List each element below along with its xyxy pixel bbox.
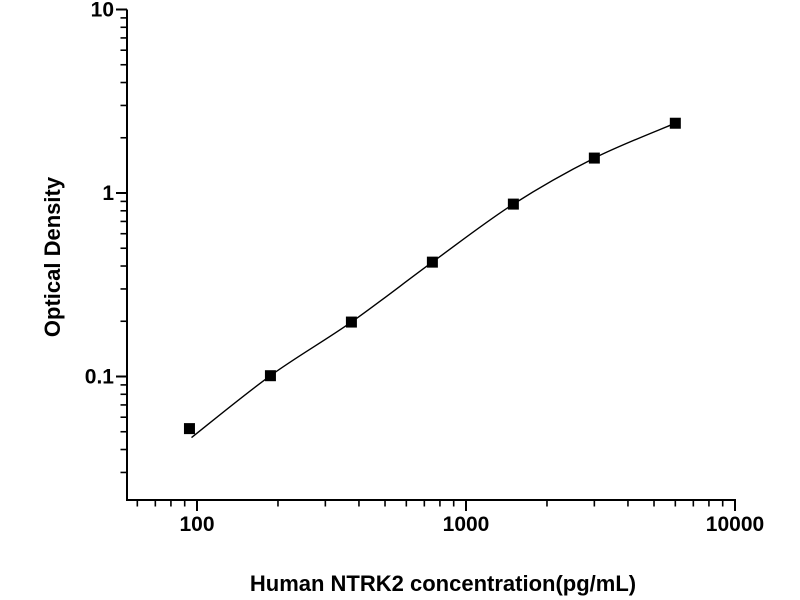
data-point-marker <box>426 256 438 268</box>
axes <box>126 9 736 501</box>
data-point-marker <box>669 117 681 129</box>
standard-curve-line <box>191 122 676 439</box>
y-axis-title: Optical Density <box>40 176 65 337</box>
data-point-marker <box>183 423 195 435</box>
axis-ticks <box>116 8 736 511</box>
y-tick-label: 0.1 <box>85 366 115 389</box>
x-tick-label: 10000 <box>706 513 764 536</box>
data-point-marker <box>507 198 519 210</box>
data-point-marker <box>588 152 600 164</box>
data-point-marker <box>264 370 276 382</box>
data-point-marker <box>345 316 357 328</box>
data-series <box>183 117 681 439</box>
y-tick-label: 10 <box>91 0 114 22</box>
x-tick-label: 100 <box>179 513 214 536</box>
axis-tick-labels: 100 1000 10000 0.1 1 10 <box>85 0 764 536</box>
x-tick-label: 1000 <box>443 513 490 536</box>
y-tick-label: 1 <box>102 182 114 205</box>
x-axis-title: Human NTRK2 concentration(pg/mL) <box>250 571 636 596</box>
